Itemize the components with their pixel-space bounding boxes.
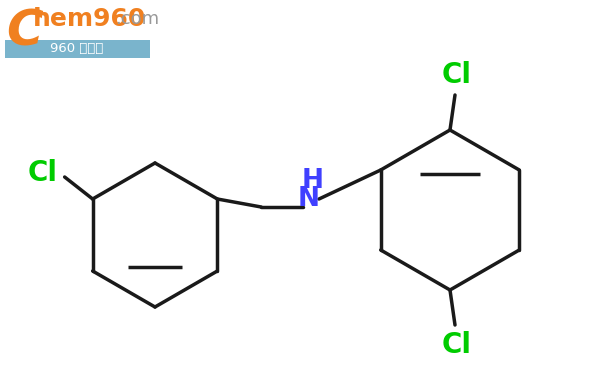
Text: C: C xyxy=(6,7,43,55)
Text: N: N xyxy=(298,186,320,212)
Text: Cl: Cl xyxy=(28,159,57,187)
Text: hem960: hem960 xyxy=(33,7,146,31)
Text: .com: .com xyxy=(115,10,159,28)
Text: H: H xyxy=(302,168,324,194)
Text: Cl: Cl xyxy=(442,61,472,89)
Bar xyxy=(5,40,150,58)
Text: Cl: Cl xyxy=(442,331,472,359)
Text: 960 化工网: 960 化工网 xyxy=(50,42,103,56)
